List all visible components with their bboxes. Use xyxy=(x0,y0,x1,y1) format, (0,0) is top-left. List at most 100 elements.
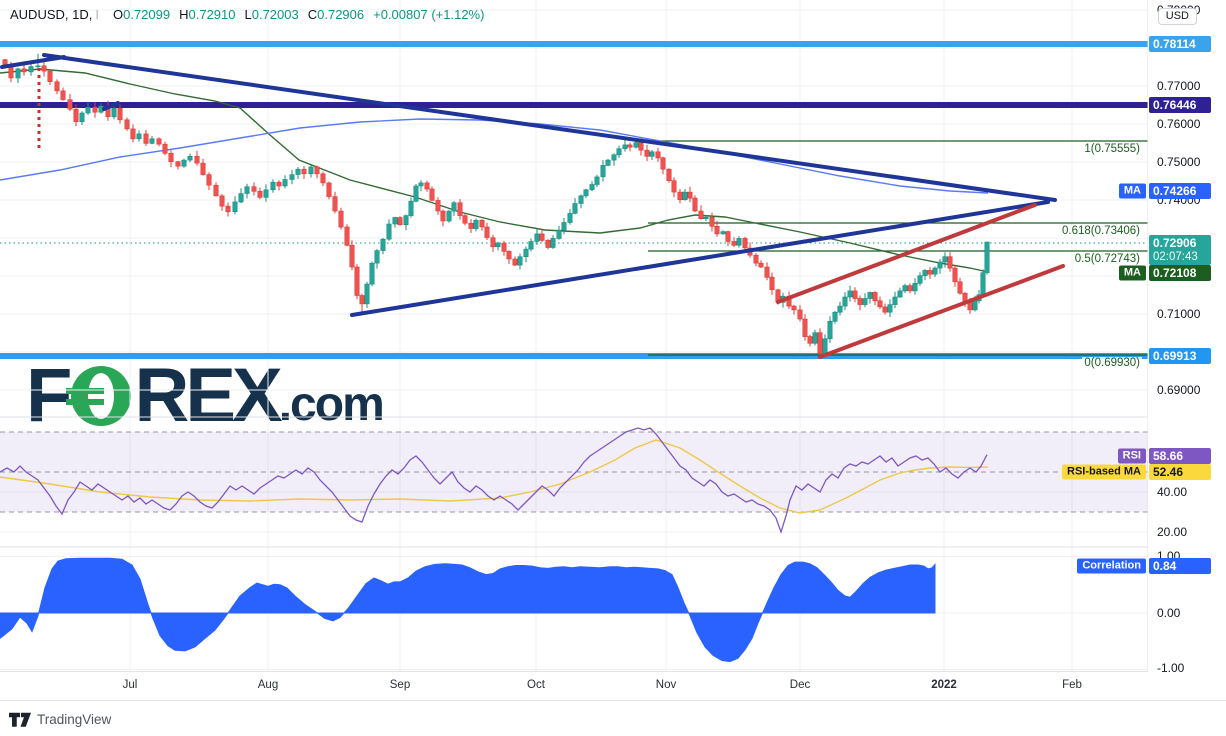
key-level-band[interactable] xyxy=(0,102,1148,108)
candle xyxy=(862,298,868,305)
candle xyxy=(219,195,225,207)
time-label-dec: Dec xyxy=(789,679,811,691)
candle xyxy=(912,282,918,292)
candle xyxy=(181,159,187,167)
scale-label: 0.00 xyxy=(1157,606,1181,620)
price-badge: 0.76446 xyxy=(1149,97,1211,113)
price-badge: 0.74266 xyxy=(1149,183,1211,199)
candle xyxy=(501,242,507,252)
key-level-band[interactable] xyxy=(0,41,1148,47)
candle xyxy=(797,309,803,320)
candle xyxy=(952,267,958,283)
price-badge: 0.69913 xyxy=(1149,348,1211,364)
candle xyxy=(484,226,490,238)
candle xyxy=(506,251,512,260)
candle xyxy=(424,182,430,190)
candle xyxy=(769,276,775,291)
ma-100-line[interactable] xyxy=(0,118,989,194)
fib-level-label: 0.5(0.72743) xyxy=(1072,253,1142,266)
candle xyxy=(917,275,923,284)
watermark-dot-com: .com xyxy=(278,378,385,431)
candle xyxy=(842,296,848,307)
candle xyxy=(583,189,589,197)
candle xyxy=(244,186,250,194)
candle xyxy=(980,272,986,296)
candle xyxy=(807,336,813,344)
chart-legend-header[interactable]: AUDUSD, 1D, I O0.72099 H0.72910 L0.72003 C0… xyxy=(10,7,484,22)
candle xyxy=(736,238,742,246)
candle xyxy=(479,219,485,228)
candle xyxy=(622,144,628,149)
candle xyxy=(35,65,41,68)
candle xyxy=(21,68,27,73)
candle xyxy=(418,182,424,187)
candle xyxy=(457,202,463,216)
price-badge: 0.72906 02:07:43 xyxy=(1149,235,1211,265)
time-label-jul: Jul xyxy=(122,679,138,691)
candle xyxy=(937,261,943,269)
candle xyxy=(92,107,98,113)
candle xyxy=(877,300,883,308)
candle xyxy=(847,290,853,298)
candle xyxy=(714,226,720,235)
candle xyxy=(947,256,953,269)
tradingview-attribution[interactable]: TradingView xyxy=(9,712,111,727)
key-level-band[interactable] xyxy=(0,353,1148,359)
ma-200-line[interactable] xyxy=(0,68,989,273)
candle xyxy=(523,248,529,258)
candle xyxy=(600,165,606,178)
candle xyxy=(692,197,698,212)
scale-label: -1.00 xyxy=(1157,661,1185,675)
candle xyxy=(897,290,903,298)
candle xyxy=(758,262,764,268)
candle xyxy=(902,285,908,292)
candle xyxy=(206,174,212,186)
fib-retracement[interactable] xyxy=(648,140,1148,356)
candle xyxy=(194,156,200,164)
tradingview-label: TradingView xyxy=(37,711,112,727)
candle xyxy=(932,267,938,275)
candle xyxy=(374,250,380,264)
indicator-chip-correlation: Correlation xyxy=(1077,558,1146,574)
candle xyxy=(257,191,263,198)
candle xyxy=(907,285,913,292)
time-label-oct: Oct xyxy=(527,679,545,691)
candle xyxy=(8,67,14,79)
candle xyxy=(314,166,320,175)
indicator-chip-ma: MA xyxy=(1118,183,1146,199)
candle xyxy=(47,70,53,82)
candle xyxy=(270,181,276,191)
fib-level-label: 0(0.69930) xyxy=(1082,357,1142,370)
chart-plot-area[interactable] xyxy=(0,0,1226,700)
currency-unit-button[interactable]: USD xyxy=(1157,8,1197,25)
candle xyxy=(882,306,888,313)
scale-label: 0.75000 xyxy=(1157,155,1201,169)
candle xyxy=(130,128,136,140)
candle xyxy=(611,154,617,161)
trendline-drawings[interactable] xyxy=(0,53,1065,359)
candle xyxy=(812,332,818,344)
scale-label: 0.71000 xyxy=(1157,307,1201,321)
candle xyxy=(556,229,562,239)
candle xyxy=(344,226,350,246)
watermark-letters-rex: REX xyxy=(134,353,282,438)
candle xyxy=(802,318,808,337)
candle xyxy=(41,65,47,72)
price-badge: 0.84 xyxy=(1149,558,1211,574)
ohlc-values: O0.72099 H0.72910 L0.72003 C0.72906 xyxy=(113,7,364,22)
candle xyxy=(655,151,661,159)
candle xyxy=(638,142,644,151)
candle xyxy=(462,215,468,224)
symbol-title[interactable]: AUDUSD, 1D, xyxy=(10,7,93,22)
symbol-title-suffix: I xyxy=(95,7,99,22)
price-scale[interactable]: 0.790000.770000.760000.750000.740000.710… xyxy=(1148,0,1226,700)
ohlc-l: L0.72003 xyxy=(244,7,299,22)
candle xyxy=(534,233,540,242)
time-scale[interactable]: Jul Aug Sep Oct Nov Dec 2022 Feb xyxy=(0,672,1226,700)
candle xyxy=(143,133,149,144)
candle xyxy=(852,290,858,299)
candle xyxy=(364,283,370,305)
candle xyxy=(440,210,446,222)
indicator-chip-rsi: RSI xyxy=(1117,448,1146,464)
candle xyxy=(633,142,639,148)
